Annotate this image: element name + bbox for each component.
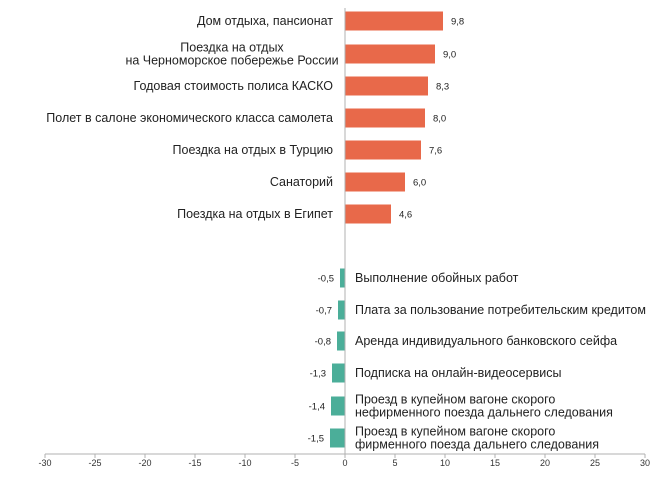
category-label-5: Поездка на отдых в Турцию	[173, 143, 333, 157]
bar-4	[345, 108, 425, 128]
value-label-9: -0,7	[316, 306, 332, 317]
x-tick-label-5: -10	[238, 458, 251, 468]
x-tick-label-10: 15	[490, 458, 500, 468]
value-label-8: -0,5	[318, 274, 334, 285]
category-label-13-line-1: Проезд в купейном вагоне скорого	[355, 425, 555, 439]
bar-1	[345, 11, 443, 31]
category-label-12-line-2: нефирменного поезда дальнего следования	[355, 406, 613, 420]
value-label-12: -1,4	[309, 402, 325, 413]
x-tick-label-3: -20	[138, 458, 151, 468]
x-tick-label-11: 20	[540, 458, 550, 468]
axes-layer: -30 -25 -20 -15 -10 -5 0 5 10 15 20 25 30	[38, 8, 650, 468]
value-label-5: 7,6	[429, 146, 442, 157]
category-label-2-line-2: на Черноморское побережье России	[125, 54, 338, 68]
category-label-11: Подписка на онлайн-видеосервисы	[355, 366, 561, 380]
value-label-7: 4,6	[399, 210, 412, 221]
value-label-13: -1,5	[308, 434, 324, 445]
value-label-6: 6,0	[413, 178, 426, 189]
x-tick-label-8: 5	[392, 458, 397, 468]
category-label-2-line-1: Поездка на отдых	[180, 41, 284, 55]
bar-6	[345, 172, 405, 192]
x-tick-label-7: 0	[342, 458, 347, 468]
category-label-4: Полет в салоне экономического класса сам…	[46, 111, 333, 125]
x-tick-label-13: 30	[640, 458, 650, 468]
category-label-1: Дом отдыха, пансионат	[197, 14, 333, 28]
value-label-11: -1,3	[310, 369, 326, 380]
value-label-4: 8,0	[433, 114, 446, 125]
value-label-2: 9,0	[443, 50, 456, 61]
category-label-10: Аренда индивидуального банковского сейфа	[355, 334, 617, 348]
x-tick-label-12: 25	[590, 458, 600, 468]
x-tick-label-2: -25	[88, 458, 101, 468]
bar-9	[338, 300, 345, 320]
value-label-1: 9,8	[451, 17, 464, 28]
labels-layer: 9,8 Дом отдыха, пансионат 9,0 Поездка на от…	[46, 14, 646, 452]
bar-2	[345, 44, 435, 64]
category-label-8: Выполнение обойных работ	[355, 271, 519, 285]
value-label-10: -0,8	[315, 337, 331, 348]
category-label-9: Плата за пользование потребительским кре…	[355, 303, 646, 317]
bar-7	[345, 204, 391, 224]
value-label-3: 8,3	[436, 82, 449, 93]
bar-5	[345, 140, 421, 160]
bars-layer	[330, 11, 443, 448]
category-label-3: Годовая стоимость полиса КАСКО	[134, 79, 334, 93]
x-tick-label-6: -5	[291, 458, 299, 468]
bar-11	[332, 363, 345, 383]
x-tick-label-4: -15	[188, 458, 201, 468]
bar-12	[331, 396, 345, 416]
bar-13	[330, 428, 345, 448]
x-tick-label-1: -30	[38, 458, 51, 468]
category-label-13-line-2: фирменного поезда дальнего следования	[355, 438, 599, 452]
category-label-12-line-1: Проезд в купейном вагоне скорого	[355, 393, 555, 407]
bar-3	[345, 76, 428, 96]
bar-10	[337, 331, 345, 351]
category-label-6: Санаторий	[270, 175, 333, 189]
category-label-7: Поездка на отдых в Египет	[177, 207, 333, 221]
x-tick-label-9: 10	[440, 458, 450, 468]
bar-8	[340, 268, 345, 288]
